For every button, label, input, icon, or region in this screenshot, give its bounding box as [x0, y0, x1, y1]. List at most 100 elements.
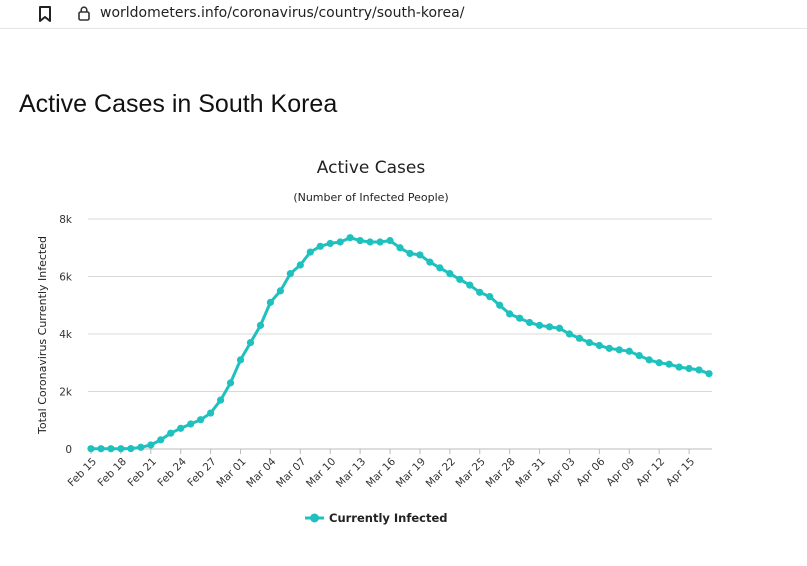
data-point[interactable] — [705, 370, 713, 378]
data-point[interactable] — [496, 301, 504, 309]
data-point[interactable] — [446, 270, 454, 278]
data-point[interactable] — [87, 445, 95, 453]
chart-subtitle: (Number of Infected People) — [293, 191, 448, 204]
data-point[interactable] — [226, 379, 235, 387]
data-point[interactable] — [167, 429, 175, 437]
data-point[interactable] — [595, 341, 603, 350]
gridlines — [88, 218, 712, 450]
data-point[interactable] — [516, 314, 524, 322]
url-text[interactable]: worldometers.info/coronavirus/country/so… — [100, 5, 465, 21]
data-point[interactable] — [157, 436, 165, 444]
x-tick-label: Mar 28 — [483, 456, 517, 490]
series-line — [91, 236, 710, 451]
browser-address-bar: worldometers.info/coronavirus/country/so… — [0, 0, 807, 29]
data-point[interactable] — [565, 330, 574, 338]
x-tick-label: Apr 12 — [634, 456, 667, 489]
y-tick-label: 6k — [59, 272, 73, 284]
data-point[interactable] — [306, 248, 314, 256]
data-point[interactable] — [246, 339, 255, 347]
data-point[interactable] — [117, 445, 125, 453]
data-point[interactable] — [266, 298, 275, 306]
data-point[interactable] — [346, 234, 354, 242]
y-tick-label: 0 — [65, 444, 72, 456]
data-point[interactable] — [376, 238, 384, 246]
x-tick-label: Mar 07 — [274, 456, 308, 490]
data-point[interactable] — [535, 321, 544, 329]
x-tick-label: Mar 10 — [304, 456, 338, 490]
x-tick-label: Feb 27 — [185, 456, 218, 489]
data-point[interactable] — [695, 366, 703, 374]
data-point[interactable] — [147, 441, 155, 449]
data-point[interactable] — [286, 270, 294, 278]
data-point[interactable] — [506, 310, 514, 318]
data-point[interactable] — [555, 324, 564, 332]
data-point[interactable] — [585, 339, 593, 347]
data-point[interactable] — [396, 244, 404, 252]
active-cases-chart: Active Cases (Number of Infected People)… — [36, 158, 713, 525]
x-tick-label: Mar 13 — [334, 456, 368, 490]
x-tick-label: Feb 18 — [96, 456, 129, 489]
data-point[interactable] — [97, 445, 105, 453]
data-point[interactable] — [575, 334, 584, 342]
x-tick-label: Feb 21 — [125, 456, 158, 489]
data-point[interactable] — [466, 281, 474, 289]
chart-title: Active Cases — [317, 158, 426, 178]
data-point[interactable] — [436, 264, 444, 272]
data-point[interactable] — [197, 416, 205, 424]
data-point[interactable] — [625, 347, 633, 355]
data-point[interactable] — [187, 420, 195, 428]
x-tick-label: Mar 16 — [364, 455, 399, 490]
x-tick-label: Apr 09 — [604, 456, 637, 489]
page-title: Active Cases in South Korea — [19, 90, 338, 118]
data-point[interactable] — [356, 236, 364, 245]
data-point[interactable] — [316, 242, 324, 250]
data-point[interactable] — [456, 275, 464, 283]
x-tick-label: Mar 01 — [214, 456, 248, 490]
data-point[interactable] — [406, 249, 414, 258]
bookmark-icon[interactable] — [38, 6, 52, 22]
data-point[interactable] — [256, 321, 265, 329]
x-tick-label: Apr 03 — [544, 456, 577, 489]
data-point[interactable] — [207, 409, 215, 417]
data-point[interactable] — [177, 424, 185, 432]
data-point[interactable] — [416, 251, 424, 259]
y-tick-label: 4k — [59, 329, 73, 341]
data-point[interactable] — [635, 351, 643, 360]
data-point[interactable] — [615, 346, 623, 354]
data-point[interactable] — [336, 238, 344, 246]
data-point[interactable] — [605, 344, 613, 352]
data-point[interactable] — [216, 396, 225, 404]
x-tick-label: Mar 22 — [424, 456, 458, 490]
data-point[interactable] — [386, 236, 394, 245]
data-point[interactable] — [127, 444, 135, 453]
data-point[interactable] — [675, 363, 683, 371]
data-point[interactable] — [655, 359, 663, 367]
data-point[interactable] — [366, 238, 374, 246]
lock-icon — [78, 6, 90, 21]
legend-swatch-marker — [310, 513, 319, 523]
data-point[interactable] — [137, 443, 145, 451]
x-tick-label: Mar 19 — [394, 456, 428, 490]
data-point[interactable] — [525, 318, 534, 327]
y-tick-label: 8k — [59, 214, 73, 226]
x-tick-label: Feb 24 — [155, 455, 189, 489]
data-point[interactable] — [426, 258, 434, 266]
data-point[interactable] — [296, 261, 304, 269]
data-point[interactable] — [236, 356, 245, 364]
y-axis-title: Total Coronavirus Currently Infected — [36, 236, 49, 435]
data-point[interactable] — [326, 239, 334, 248]
data-point[interactable] — [545, 323, 554, 331]
data-point[interactable] — [476, 288, 484, 296]
data-point[interactable] — [665, 360, 673, 368]
data-point[interactable] — [685, 364, 693, 373]
x-tick-label: Mar 31 — [513, 456, 547, 490]
x-tick-label: Feb 15 — [66, 456, 99, 489]
legend[interactable]: Currently Infected — [305, 511, 448, 525]
legend-label[interactable]: Currently Infected — [329, 511, 448, 525]
y-tick-label: 2k — [59, 387, 73, 399]
data-point[interactable] — [486, 293, 494, 301]
data-point[interactable] — [276, 287, 284, 295]
data-point[interactable] — [645, 356, 653, 364]
series-currently-infected[interactable] — [87, 234, 713, 453]
data-point[interactable] — [107, 445, 115, 453]
